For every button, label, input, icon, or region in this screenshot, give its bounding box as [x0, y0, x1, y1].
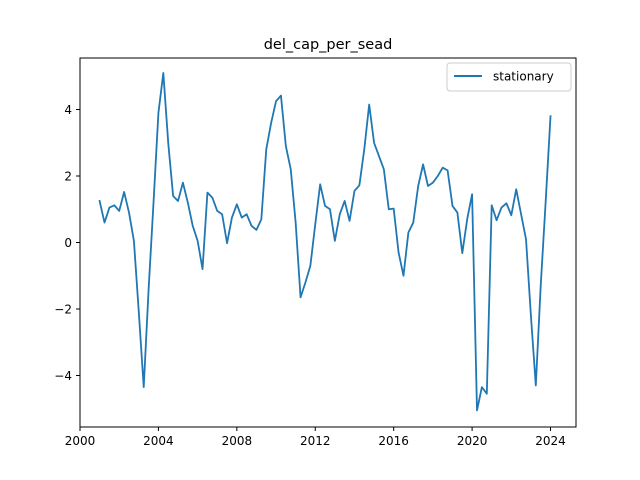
y-tick-label: −4	[54, 369, 72, 383]
x-tick-label: 2000	[65, 434, 96, 448]
legend: stationary	[446, 62, 572, 92]
series-line-stationary	[98, 72, 552, 412]
x-axis: 2000 2004 2008 2012 2016 2020 2024	[65, 427, 566, 448]
x-tick-label: 2024	[535, 434, 566, 448]
y-tick-label: 4	[64, 103, 72, 117]
chart-title: del_cap_per_sead	[264, 37, 393, 53]
legend-label-stationary: stationary	[493, 70, 554, 84]
legend-box	[446, 62, 572, 92]
plot-area	[98, 72, 552, 412]
x-tick-label: 2012	[300, 434, 331, 448]
x-tick-label: 2004	[143, 434, 174, 448]
y-tick-label: 2	[64, 170, 72, 184]
y-axis: −4 −2 0 2 4	[54, 103, 80, 383]
axes-frame	[79, 57, 577, 428]
y-tick-label: −2	[54, 302, 72, 316]
x-tick-label: 2020	[457, 434, 488, 448]
x-tick-label: 2016	[378, 434, 409, 448]
x-tick-label: 2008	[222, 434, 253, 448]
y-tick-label: 0	[64, 236, 72, 250]
